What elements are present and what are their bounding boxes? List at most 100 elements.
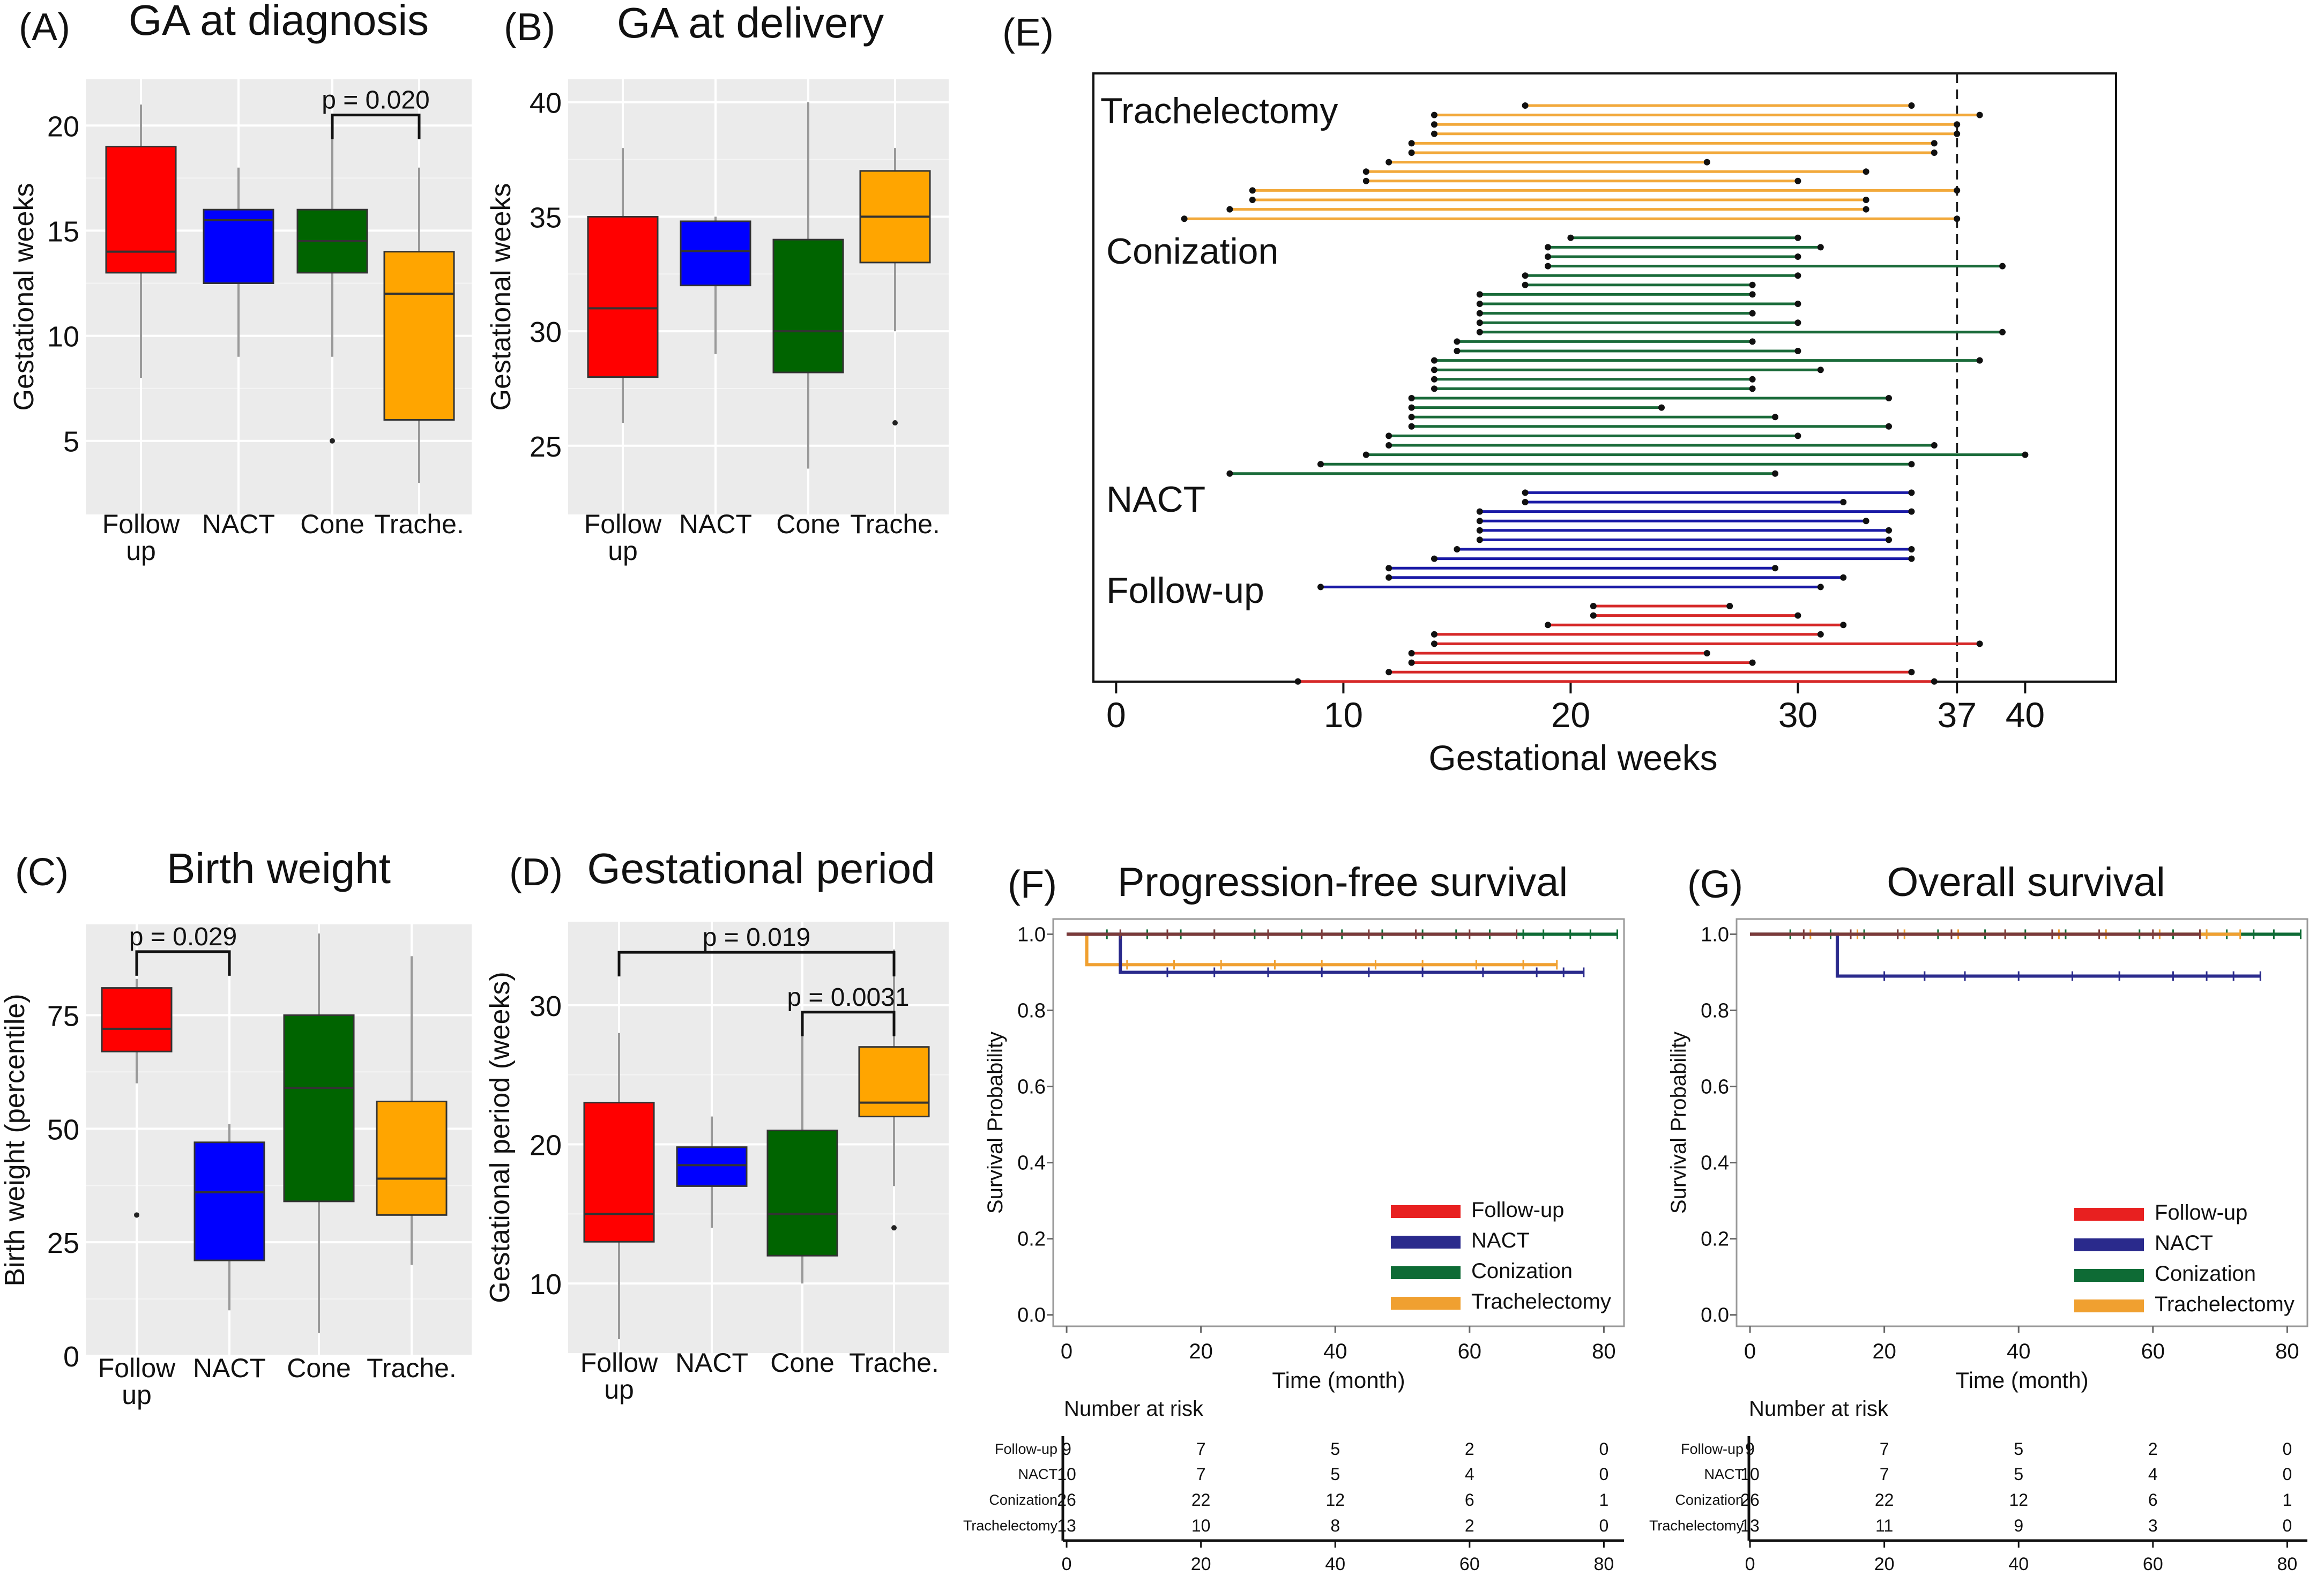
x-tick-label: Cone — [287, 1353, 351, 1383]
risk-value: 12 — [2009, 1490, 2028, 1510]
interval-start-point — [1476, 301, 1483, 307]
interval-end-point — [1908, 489, 1915, 496]
interval-start-point — [1545, 622, 1551, 629]
risk-value: 7 — [1196, 1465, 1206, 1484]
interval-start-point — [1431, 357, 1437, 364]
interval-start-point — [1522, 499, 1529, 505]
box-iqr — [101, 987, 173, 1052]
legend-swatch — [1391, 1266, 1461, 1279]
interval-start-point — [1317, 461, 1324, 468]
risk-x-tick-label: 60 — [2143, 1554, 2163, 1574]
risk-value: 2 — [1465, 1516, 1474, 1535]
group-label: Trachelectomy — [1100, 91, 1338, 131]
risk-row-label: Follow-up — [1681, 1441, 1744, 1457]
significance-bracket — [331, 114, 421, 139]
interval-end-point — [1908, 461, 1915, 468]
x-tick-label: 60 — [2141, 1340, 2165, 1363]
y-tick-label: 0.6 — [1017, 1076, 1046, 1099]
interval-end-point — [1817, 367, 1824, 374]
panel-title: GA at delivery — [617, 0, 884, 47]
risk-value: 7 — [1880, 1465, 1889, 1484]
y-axis-label: Birth weight (percentile) — [0, 994, 31, 1286]
interval-end-point — [1931, 140, 1938, 147]
y-tick-label: 25 — [47, 1227, 79, 1259]
interval-start-point — [1431, 111, 1437, 118]
panel-c-birth-weight: (C) Birth weight 0 25 50 75 Birth weight (perc… — [0, 845, 472, 1410]
x-tick-label: 60 — [1458, 1340, 1482, 1363]
x-tick-label: 80 — [2275, 1340, 2299, 1363]
risk-table-title: Number at risk — [1064, 1397, 1204, 1421]
interval-end-point — [1817, 631, 1824, 638]
p-value-label: p = 0.029 — [129, 923, 237, 951]
box-iqr — [203, 208, 274, 285]
interval-end-point — [1931, 442, 1938, 449]
risk-value: 1 — [2283, 1490, 2292, 1510]
interval-start-point — [1476, 319, 1483, 326]
x-tick-label: Follow — [98, 1353, 176, 1383]
panel-e-gestational-intervals: (E) 0 10 20 30 37 40 Gestational weeks Trachelec… — [1002, 11, 2117, 778]
interval-end-point — [1749, 659, 1756, 666]
interval-end-point — [1886, 536, 1892, 543]
panel-title: GA at diagnosis — [129, 0, 429, 44]
x-tick-label: 0 — [1061, 1340, 1072, 1363]
x-tick-label: Trache. — [367, 1353, 457, 1383]
interval-end-point — [1726, 603, 1733, 609]
plot-frame — [1052, 918, 1625, 1327]
interval-end-point — [1749, 338, 1756, 345]
interval-start-point — [1476, 328, 1483, 335]
interval-end-point — [1794, 253, 1801, 260]
interval-start-point — [1362, 177, 1369, 184]
x-tick-label: 30 — [1778, 695, 1818, 735]
y-tick-label: 30 — [530, 990, 562, 1022]
x-tick-label: 0 — [1106, 695, 1126, 735]
box-iqr — [587, 215, 659, 378]
box-iqr — [283, 1014, 355, 1202]
legend-swatch — [2074, 1269, 2144, 1282]
risk-value: 5 — [1330, 1439, 1340, 1459]
x-tick-label: Follow — [584, 509, 662, 539]
y-tick-label: 30 — [530, 316, 562, 348]
y-tick-label: 0.2 — [1701, 1228, 1729, 1251]
interval-end-point — [1908, 555, 1915, 562]
risk-value: 10 — [1191, 1516, 1211, 1535]
box-iqr — [105, 146, 177, 274]
y-tick-label: 20 — [47, 110, 79, 143]
y-tick-label: 10 — [47, 321, 79, 353]
panel-title: Gestational period — [587, 845, 935, 892]
panel-a-ga-at-diagnosis: (A) GA at diagnosis 5 10 15 20 Gestational wee… — [9, 0, 472, 566]
interval-start-point — [1408, 650, 1415, 656]
box-iqr — [193, 1141, 265, 1261]
interval-start-point — [1181, 215, 1188, 222]
x-tick-label: Follow — [102, 509, 180, 539]
interval-end-point — [1863, 197, 1869, 203]
risk-value: 6 — [1465, 1490, 1474, 1510]
risk-value: 1 — [1599, 1490, 1609, 1510]
interval-start-point — [1408, 404, 1415, 411]
x-tick-label-line2: up — [604, 1375, 634, 1405]
risk-x-tick-label: 0 — [1745, 1554, 1755, 1574]
outlier-point — [330, 438, 335, 444]
interval-end-point — [1658, 404, 1665, 411]
p-value-label: p = 0.0031 — [787, 983, 909, 1012]
outlier-point — [891, 1225, 897, 1231]
x-axis-label: Time (month) — [1272, 1368, 1405, 1393]
risk-value: 6 — [2148, 1490, 2158, 1510]
legend-label: Conization — [1471, 1259, 1573, 1283]
interval-end-point — [1703, 159, 1710, 166]
interval-start-point — [1294, 678, 1301, 685]
x-tick-label: 20 — [1872, 1340, 1896, 1363]
interval-start-point — [1362, 451, 1369, 458]
interval-start-point — [1476, 508, 1483, 515]
y-axis-label: Survival Probability — [1667, 1032, 1690, 1214]
interval-start-point — [1386, 442, 1392, 449]
p-value-label: p = 0.019 — [703, 923, 811, 952]
x-tick-label: Cone — [776, 509, 840, 539]
interval-start-point — [1362, 168, 1369, 175]
legend-label: Conization — [2155, 1262, 2256, 1286]
interval-end-point — [1931, 150, 1938, 156]
x-tick-label: Cone — [300, 509, 364, 539]
x-tick-label: 40 — [1323, 1340, 1347, 1363]
panel-f-progression-free-survival: (F) Progression-free survival 0.0 0.2 0.4 0.6… — [963, 860, 1625, 1574]
plot-frame — [1735, 918, 2308, 1327]
risk-row-label: Conization — [989, 1492, 1057, 1508]
